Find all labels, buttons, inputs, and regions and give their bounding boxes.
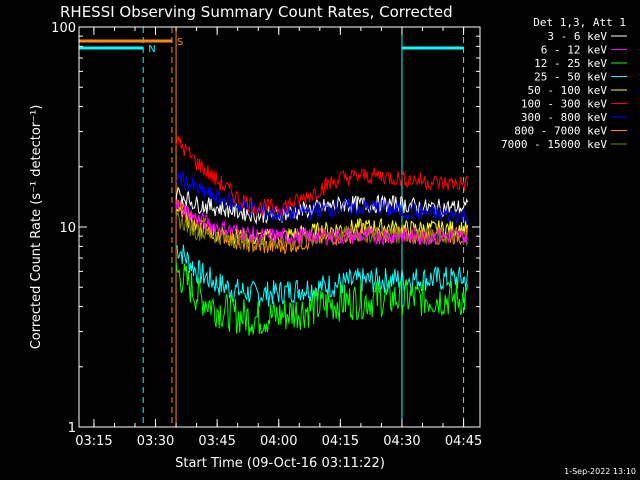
- series-line-1: [175, 186, 469, 225]
- y-tick-label: 100: [51, 21, 76, 36]
- plot-area: SN: [78, 27, 469, 427]
- y-tick-label: 10: [59, 221, 76, 236]
- series-lines: [175, 135, 469, 336]
- series-line-2: [175, 198, 469, 247]
- x-tick-label: 04:15: [322, 434, 359, 449]
- legend-label: 3 - 6 keV: [547, 30, 607, 43]
- x-axis-label: Start Time (09-Oct-16 03:11:22): [175, 456, 385, 471]
- flag-label: N: [148, 44, 155, 55]
- x-tick-label: 03:45: [198, 434, 235, 449]
- x-tick-label: 04:30: [383, 434, 420, 449]
- legend-label: 7000 - 15000 keV: [501, 138, 607, 151]
- flag-label: S: [177, 37, 183, 48]
- chart-title: RHESSI Observing Summary Count Rates, Co…: [60, 3, 453, 21]
- series-line-7: [175, 171, 469, 224]
- x-tick-label: 04:00: [260, 434, 297, 449]
- x-tick-label: 03:30: [137, 434, 174, 449]
- legend-label: 300 - 800 keV: [521, 111, 607, 124]
- series-line-6: [175, 135, 469, 217]
- legend-label: 25 - 50 keV: [534, 71, 607, 84]
- flag-bars: SN: [79, 37, 464, 55]
- series-line-4: [175, 244, 469, 307]
- y-tick-label: 1: [68, 421, 76, 436]
- legend-label: 6 - 12 keV: [541, 44, 608, 57]
- legend-label: 100 - 300 keV: [521, 98, 607, 111]
- timestamp-label: 1-Sep-2022 13:10: [564, 467, 636, 476]
- axes: 03:15 03:30 03:45 04:00 04:15 04:30 04:45 1 10 10…: [51, 21, 482, 449]
- x-tick-label: 03:15: [75, 434, 112, 449]
- legend-label: 50 - 100 keV: [528, 84, 608, 97]
- legend-label: 12 - 25 keV: [534, 57, 607, 70]
- legend-label: 800 - 7000 keV: [514, 125, 607, 138]
- x-tick-label: 04:45: [445, 434, 482, 449]
- series-line-3: [175, 262, 469, 336]
- legend-header: Det 1,3, Att 1: [533, 16, 626, 29]
- vertical-markers: [78, 27, 465, 427]
- y-axis-label: Corrected Count Rate (s⁻¹ detector⁻¹): [29, 105, 44, 350]
